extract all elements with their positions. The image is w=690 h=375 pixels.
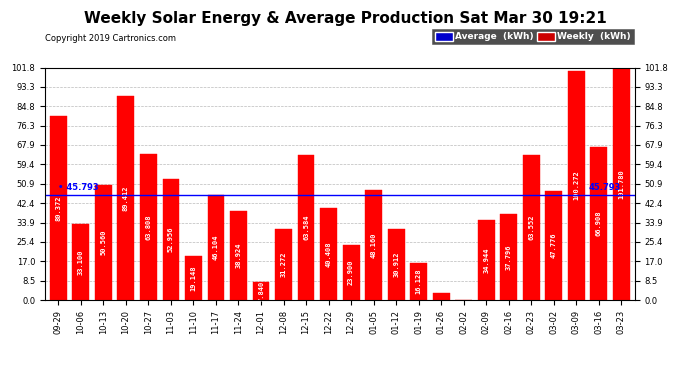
Bar xyxy=(523,155,540,300)
Text: 34.944: 34.944 xyxy=(483,248,489,273)
Text: 52.956: 52.956 xyxy=(168,227,174,252)
Bar xyxy=(545,191,562,300)
Bar xyxy=(253,282,270,300)
Bar xyxy=(230,211,247,300)
Text: 48.160: 48.160 xyxy=(371,232,377,258)
Text: 63.552: 63.552 xyxy=(529,214,534,240)
Text: 89.412: 89.412 xyxy=(123,185,129,211)
Text: 7.840: 7.840 xyxy=(258,280,264,302)
Text: 40.408: 40.408 xyxy=(326,241,332,267)
Bar xyxy=(500,214,517,300)
Text: 63.808: 63.808 xyxy=(146,214,151,240)
Text: 101.780: 101.780 xyxy=(618,169,624,199)
Text: 100.272: 100.272 xyxy=(573,171,580,200)
Bar xyxy=(72,224,89,300)
Text: 38.924: 38.924 xyxy=(235,243,242,268)
Text: Weekly Solar Energy & Average Production Sat Mar 30 19:21: Weekly Solar Energy & Average Production… xyxy=(83,11,607,26)
Bar xyxy=(613,68,630,300)
Text: 31.272: 31.272 xyxy=(281,252,286,277)
Bar xyxy=(477,220,495,300)
Legend: Average  (kWh), Weekly  (kWh): Average (kWh), Weekly (kWh) xyxy=(432,29,633,44)
Bar xyxy=(433,293,450,300)
Text: 30.912: 30.912 xyxy=(393,252,399,278)
Text: Copyright 2019 Cartronics.com: Copyright 2019 Cartronics.com xyxy=(45,34,176,43)
Bar xyxy=(163,179,179,300)
Bar xyxy=(117,96,135,300)
Bar xyxy=(410,263,427,300)
Bar xyxy=(343,245,359,300)
Bar xyxy=(275,229,292,300)
Text: 50.560: 50.560 xyxy=(100,230,106,255)
Bar xyxy=(185,256,202,300)
Bar xyxy=(320,208,337,300)
Text: 45.793: 45.793 xyxy=(589,183,621,192)
Text: 46.104: 46.104 xyxy=(213,235,219,260)
Bar xyxy=(50,117,67,300)
Bar xyxy=(365,190,382,300)
Text: 63.584: 63.584 xyxy=(303,214,309,240)
Text: 19.148: 19.148 xyxy=(190,266,197,291)
Bar xyxy=(297,155,315,300)
Text: 23.900: 23.900 xyxy=(348,260,354,285)
Bar xyxy=(568,71,584,300)
Bar xyxy=(208,195,224,300)
Text: 47.776: 47.776 xyxy=(551,233,557,258)
Bar xyxy=(95,184,112,300)
Text: 80.372: 80.372 xyxy=(55,195,61,221)
Text: 16.128: 16.128 xyxy=(415,269,422,294)
Text: • 45.793: • 45.793 xyxy=(59,183,99,192)
Bar xyxy=(591,147,607,300)
Bar xyxy=(388,230,404,300)
Bar xyxy=(140,154,157,300)
Text: 66.908: 66.908 xyxy=(595,211,602,236)
Text: 37.796: 37.796 xyxy=(506,244,512,270)
Text: 33.100: 33.100 xyxy=(78,249,84,275)
